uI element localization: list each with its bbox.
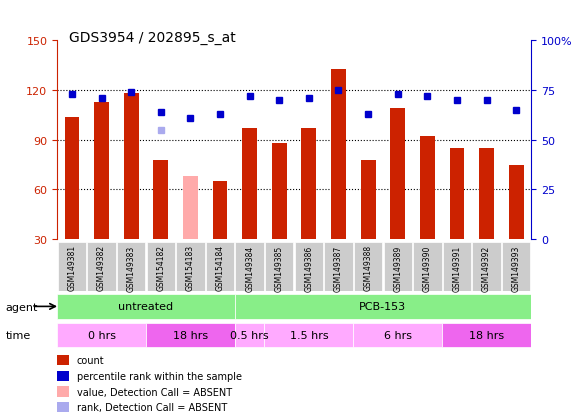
Bar (94, 102, 109, 240)
Bar (331, 69, 346, 240)
Text: GDS3954 / 202895_s_at: GDS3954 / 202895_s_at (69, 31, 235, 45)
Text: agent: agent (6, 302, 38, 312)
Bar (391, 109, 405, 240)
FancyBboxPatch shape (235, 242, 264, 291)
Text: GSM154184: GSM154184 (215, 244, 224, 291)
Text: time: time (6, 330, 31, 340)
FancyBboxPatch shape (58, 242, 86, 291)
Text: 0 hrs: 0 hrs (87, 330, 115, 341)
Bar (361, 160, 376, 240)
Bar (301, 129, 316, 240)
Text: GSM149383: GSM149383 (127, 244, 136, 291)
Text: GSM149389: GSM149389 (393, 244, 402, 291)
Bar (154, 160, 168, 240)
FancyBboxPatch shape (57, 294, 235, 319)
FancyBboxPatch shape (384, 242, 412, 291)
Bar (57, 355, 69, 366)
Bar (183, 177, 198, 240)
Bar (124, 94, 139, 240)
Text: GSM149382: GSM149382 (97, 244, 106, 291)
FancyBboxPatch shape (265, 242, 293, 291)
FancyBboxPatch shape (353, 323, 442, 348)
Text: 0.5 hrs: 0.5 hrs (230, 330, 269, 341)
FancyBboxPatch shape (472, 242, 501, 291)
Text: untreated: untreated (118, 301, 174, 312)
Bar (212, 182, 227, 240)
Text: count: count (77, 356, 104, 366)
FancyBboxPatch shape (87, 242, 116, 291)
FancyBboxPatch shape (235, 294, 531, 319)
FancyBboxPatch shape (413, 242, 441, 291)
Text: GSM149381: GSM149381 (67, 244, 77, 291)
Text: percentile rank within the sample: percentile rank within the sample (77, 371, 242, 381)
Text: GSM149385: GSM149385 (275, 244, 284, 291)
FancyBboxPatch shape (206, 242, 234, 291)
Text: GSM149392: GSM149392 (482, 244, 491, 291)
FancyBboxPatch shape (502, 242, 530, 291)
FancyBboxPatch shape (117, 242, 146, 291)
Text: GSM154183: GSM154183 (186, 244, 195, 291)
FancyBboxPatch shape (295, 242, 323, 291)
FancyBboxPatch shape (146, 323, 235, 348)
Text: GSM149390: GSM149390 (423, 244, 432, 291)
Text: 1.5 hrs: 1.5 hrs (289, 330, 328, 341)
FancyBboxPatch shape (264, 323, 353, 348)
Bar (449, 149, 464, 240)
Text: GSM149386: GSM149386 (304, 244, 313, 291)
Bar (420, 137, 435, 240)
FancyBboxPatch shape (235, 323, 264, 348)
Text: 18 hrs: 18 hrs (173, 330, 208, 341)
FancyBboxPatch shape (324, 242, 353, 291)
Bar (509, 165, 524, 240)
Bar (57, 387, 69, 397)
Bar (242, 129, 257, 240)
Bar (57, 402, 69, 413)
Bar (65, 117, 79, 240)
FancyBboxPatch shape (176, 242, 204, 291)
Text: GSM149388: GSM149388 (364, 244, 373, 291)
Text: rank, Detection Call = ABSENT: rank, Detection Call = ABSENT (77, 402, 227, 412)
Text: GSM149384: GSM149384 (245, 244, 254, 291)
FancyBboxPatch shape (147, 242, 175, 291)
FancyBboxPatch shape (57, 323, 146, 348)
Text: GSM154182: GSM154182 (156, 244, 165, 291)
Text: GSM149391: GSM149391 (452, 244, 461, 291)
Text: GSM149393: GSM149393 (512, 244, 521, 291)
Bar (272, 144, 287, 240)
Text: 6 hrs: 6 hrs (384, 330, 412, 341)
Bar (187, 238, 194, 241)
Bar (57, 371, 69, 381)
FancyBboxPatch shape (443, 242, 471, 291)
Bar (479, 149, 494, 240)
Text: value, Detection Call = ABSENT: value, Detection Call = ABSENT (77, 387, 232, 396)
FancyBboxPatch shape (442, 323, 531, 348)
Text: PCB-153: PCB-153 (359, 301, 407, 312)
Text: GSM149387: GSM149387 (334, 244, 343, 291)
Text: 18 hrs: 18 hrs (469, 330, 504, 341)
FancyBboxPatch shape (354, 242, 383, 291)
